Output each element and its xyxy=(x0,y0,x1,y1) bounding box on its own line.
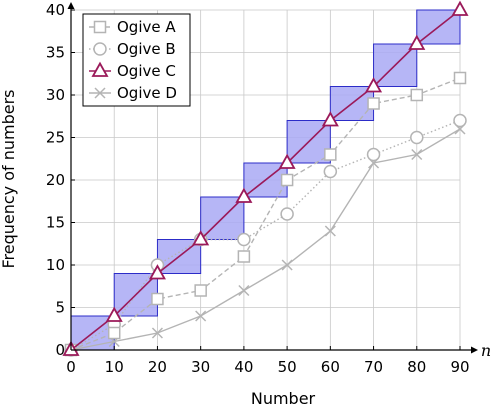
axes xyxy=(67,2,478,354)
x-tick-label-3: 30 xyxy=(191,358,210,376)
series-ogive-b xyxy=(64,113,467,357)
y-tick-label-1: 5 xyxy=(55,299,65,317)
point-ogive-d-8 xyxy=(411,148,423,161)
y-tick-label-0: 0 xyxy=(55,341,65,359)
y-axis-arrow xyxy=(67,2,75,9)
tick-labels: 0 10 20 30 40 50 60 70 80 90 0 5 10 15 20 25 30 35 40 xyxy=(46,1,470,376)
legend-marker-ogive-d-stroke-b xyxy=(94,87,106,99)
point-ogive-b-8 xyxy=(410,130,424,145)
point-ogive-d-2-stroke-b xyxy=(151,327,163,339)
x-tick-label-2: 20 xyxy=(148,358,167,376)
point-ogive-c-5 xyxy=(278,153,296,169)
y-tick-label-5: 25 xyxy=(46,129,65,147)
point-ogive-d-4-stroke-b xyxy=(238,284,250,297)
point-ogive-a-8 xyxy=(410,88,424,102)
point-ogive-a-7 xyxy=(367,97,380,110)
point-ogive-d-3-stroke-b xyxy=(195,310,207,322)
point-ogive-c-2 xyxy=(148,264,166,280)
point-ogive-a-5 xyxy=(280,173,294,187)
point-ogive-c-4 xyxy=(235,187,253,203)
point-ogive-a-6 xyxy=(324,148,337,161)
x-tick-label-0: 0 xyxy=(66,358,76,376)
legend-entry-ogive-b: Ogive B xyxy=(89,40,176,58)
point-ogive-c-1 xyxy=(105,306,123,322)
legend-marker-ogive-a xyxy=(93,20,107,34)
x-tick-label-8: 80 xyxy=(407,358,426,376)
legend-marker-ogive-d xyxy=(94,87,106,99)
series-ogive-d xyxy=(65,123,466,356)
point-ogive-a-2 xyxy=(151,292,164,306)
y-axis-title: Frequency of numbers xyxy=(0,89,18,268)
point-ogive-d-5-stroke-b xyxy=(281,259,293,271)
legend-entry-ogive-d: Ogive D xyxy=(89,84,177,102)
legend-marker-ogive-b xyxy=(93,42,107,56)
point-ogive-c-3 xyxy=(192,230,210,246)
point-ogive-c-9 xyxy=(451,0,469,16)
y-tick-label-4: 20 xyxy=(46,171,65,189)
point-ogive-d-3 xyxy=(195,310,207,322)
point-ogive-a-9 xyxy=(453,71,467,85)
series-lines xyxy=(62,0,469,357)
point-ogive-d-8-stroke-b xyxy=(411,148,423,161)
point-ogive-d-6-stroke-b xyxy=(324,225,336,237)
x-axis-title: Number xyxy=(251,389,316,408)
point-ogive-c-6 xyxy=(321,111,339,127)
legend-label-ogive-c: Ogive C xyxy=(117,62,176,80)
series-ogive-c xyxy=(62,0,469,356)
y-tick-label-6: 30 xyxy=(46,86,65,104)
legend-entry-ogive-a: Ogive A xyxy=(89,18,176,36)
legend: Ogive A Ogive B Ogive C Ogive D xyxy=(82,13,191,107)
y-tick-label-8: 40 xyxy=(46,1,65,19)
legend-label-ogive-b: Ogive B xyxy=(117,40,176,58)
point-ogive-d-6 xyxy=(324,225,336,237)
x-axis-arrow xyxy=(471,346,478,354)
legend-entry-ogive-c: Ogive C xyxy=(89,61,176,80)
point-ogive-b-4 xyxy=(237,232,251,247)
series-line-ogive-c xyxy=(70,9,461,351)
point-ogive-d-4 xyxy=(238,284,250,297)
y-tick-label-3: 15 xyxy=(46,214,65,232)
point-ogive-a-3 xyxy=(194,284,207,297)
legend-label-ogive-d: Ogive D xyxy=(117,84,177,102)
point-ogive-c-7 xyxy=(365,77,383,93)
y-tick-label-2: 10 xyxy=(46,256,65,274)
point-ogive-c-8 xyxy=(408,34,426,50)
point-ogive-b-7 xyxy=(366,147,381,162)
legend-marker-ogive-c xyxy=(91,61,109,77)
y-tick-label-7: 35 xyxy=(46,44,65,62)
x-tick-label-9: 90 xyxy=(450,358,469,376)
point-ogive-a-1 xyxy=(107,326,121,340)
point-ogive-d-2 xyxy=(151,327,163,339)
x-tick-label-7: 70 xyxy=(364,358,383,376)
point-ogive-d-5 xyxy=(281,259,293,271)
point-ogive-a-4 xyxy=(237,250,251,263)
series-line-ogive-a xyxy=(70,77,461,351)
x-axis-symbol: n xyxy=(481,341,491,360)
x-tick-label-4: 40 xyxy=(234,358,253,376)
point-ogive-b-6 xyxy=(323,164,338,179)
x-tick-label-5: 50 xyxy=(278,358,297,376)
series-line-ogive-d xyxy=(70,128,461,351)
point-ogive-b-9 xyxy=(453,113,467,128)
legend-label-ogive-a: Ogive A xyxy=(117,18,176,36)
x-tick-label-6: 60 xyxy=(321,358,340,376)
point-ogive-b-5 xyxy=(280,207,294,221)
x-tick-label-1: 10 xyxy=(105,358,124,376)
